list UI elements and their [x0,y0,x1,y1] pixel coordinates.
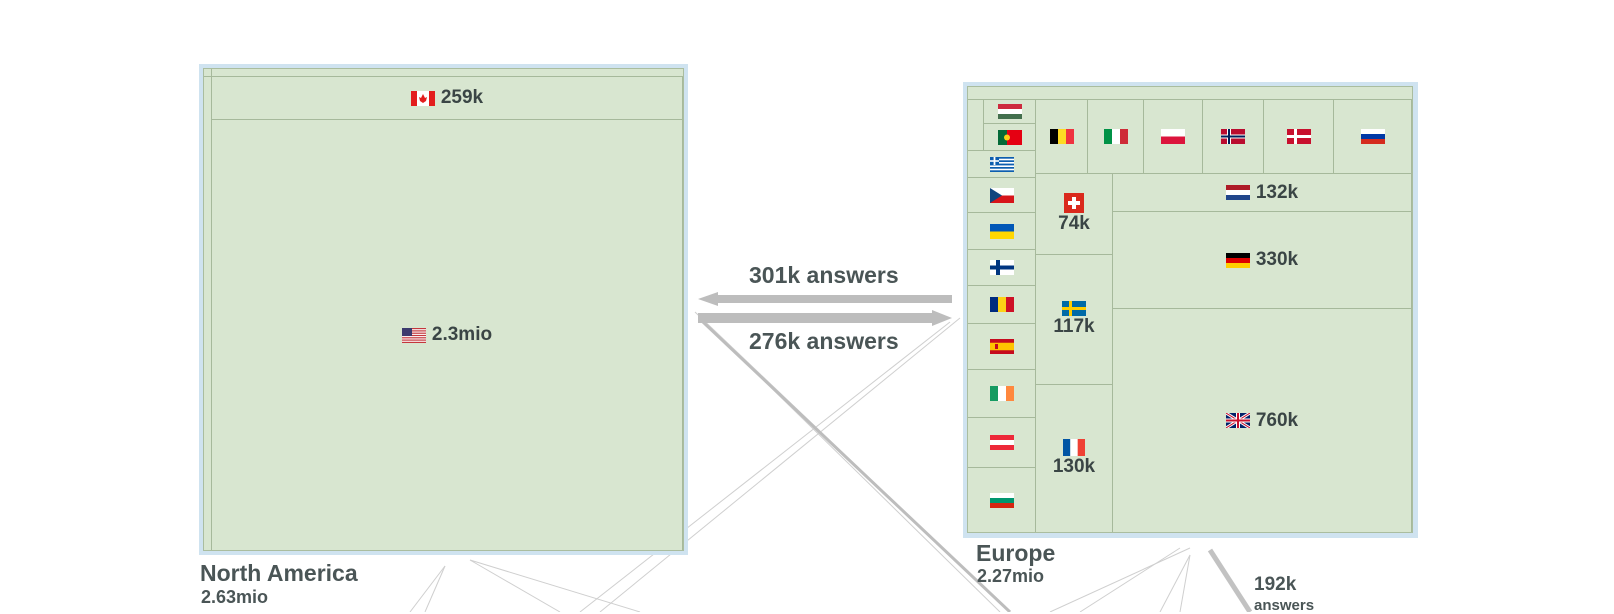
belgium-cell[interactable] [1036,99,1088,174]
sweden-cell[interactable]: 117k [1036,255,1113,385]
portugal-flag-icon [997,129,1022,145]
italy-flag-icon [1103,128,1128,144]
link-line [469,559,641,612]
bulgaria-cell[interactable] [968,468,1036,532]
uk-value: 760k [1255,409,1299,431]
arrow-na-to-europe [698,310,952,326]
greece-cell[interactable] [968,151,1036,178]
link-line-strong [701,320,1012,612]
usa-value: 2.3mio [431,324,493,345]
hungary-flag-icon [997,103,1022,119]
link-line [579,321,951,612]
france-flag-icon [1063,439,1085,456]
europe-label: Europe [976,540,1056,566]
france-cell[interactable]: 130k [1036,385,1113,532]
denmark-cell[interactable] [1264,99,1334,174]
ireland-cell[interactable] [968,370,1036,418]
russia-flag-icon [1360,128,1385,144]
france-value: 130k [1052,456,1096,477]
canada-flag-icon [410,90,435,106]
europe-total: 2.27mio [977,566,1045,586]
link-line [1079,547,1181,612]
finland-cell[interactable] [968,250,1036,286]
portugal-cell[interactable] [984,124,1036,151]
austria-cell[interactable] [968,418,1036,468]
germany-flag-icon [1225,252,1250,268]
germany-value: 330k [1255,249,1299,270]
link-line [1049,547,1191,612]
czech-cell[interactable] [968,178,1036,213]
poland-cell[interactable] [1144,99,1203,174]
belgium-flag-icon [1049,128,1074,144]
europe-out-value: 192k [1254,574,1297,595]
link-line [469,559,561,612]
link-line [1159,554,1191,612]
finland-flag-icon [989,260,1014,275]
bulgaria-flag-icon [989,492,1014,508]
greece-flag-icon [989,156,1014,172]
usa-cell[interactable]: 2.3mio [212,120,683,550]
na-small-strips [204,69,683,77]
sweden-value: 117k [1053,316,1095,337]
spain-flag-icon [989,339,1014,354]
italy-cell[interactable] [1088,99,1144,174]
north-america-treemap: 259k 2.3mio [203,68,684,551]
spain-cell[interactable] [968,324,1036,370]
link-line [409,565,446,612]
netherlands-value: 132k [1255,181,1299,203]
canada-cell[interactable]: 259k [212,77,683,120]
germany-cell[interactable]: 330k [1113,212,1412,309]
na-left-strip [204,69,212,550]
netherlands-cell[interactable]: 132k [1113,174,1412,212]
switzerland-value: 74k [1058,213,1090,234]
ukraine-flag-icon [989,223,1014,239]
austria-flag-icon [989,435,1014,450]
europe-left-strip [968,99,984,151]
denmark-flag-icon [1286,128,1311,144]
switzerland-cell[interactable]: 74k [1036,174,1113,255]
uk-cell[interactable]: 760k [1113,309,1412,532]
russia-cell[interactable] [1334,99,1412,174]
netherlands-flag-icon [1225,185,1250,200]
link-line [424,565,446,612]
canada-value: 259k [440,87,484,108]
usa-flag-icon [401,327,426,343]
ukraine-cell[interactable] [968,213,1036,250]
norway-cell[interactable] [1203,99,1264,174]
europe-top-strip [968,87,1412,100]
switzerland-flag-icon [1064,193,1084,213]
poland-flag-icon [1161,128,1185,144]
north-america-label: North America [200,560,358,586]
north-america-total: 2.63mio [201,587,269,607]
uk-flag-icon [1225,413,1250,428]
link-line [1179,554,1191,612]
ireland-flag-icon [989,386,1014,401]
czech-flag-icon [989,187,1014,203]
flow-label-europe-to-na: 301k answers [749,262,899,288]
arrow-europe-to-na [698,292,952,306]
europe-out-unit: answers [1254,597,1315,614]
link-line [599,317,961,612]
flow-label-na-to-europe: 276k answers [749,328,899,354]
europe-treemap: 74k 117k 130k 132k 330k 760k [967,86,1413,533]
romania-cell[interactable] [968,286,1036,324]
norway-flag-icon [1221,128,1245,144]
sweden-flag-icon [1062,301,1086,316]
hungary-cell[interactable] [984,99,1036,124]
romania-flag-icon [989,297,1014,312]
europe-out-arrow [1207,548,1253,612]
